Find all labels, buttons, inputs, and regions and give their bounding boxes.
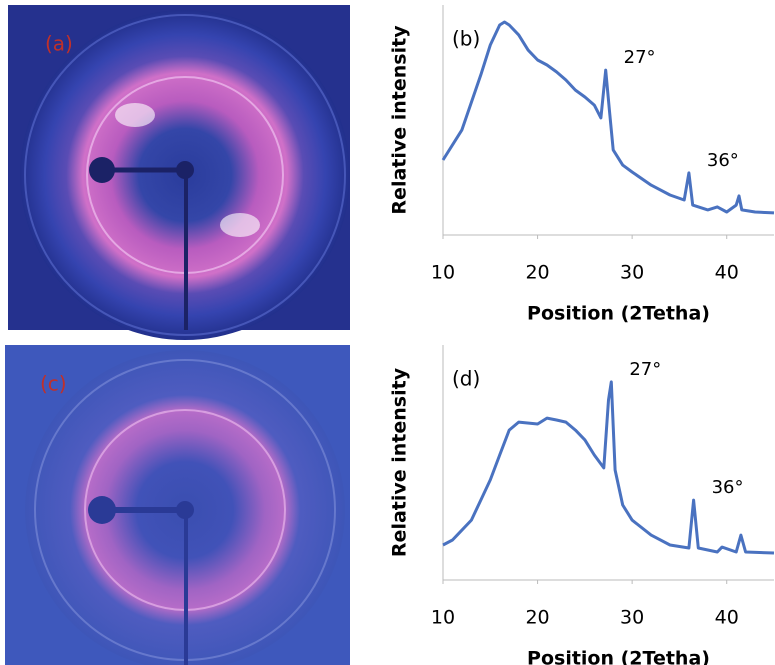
x-tick-label: 10 <box>431 607 455 629</box>
diffraction-image-a: (a) <box>8 5 350 340</box>
x-tick-label: 30 <box>620 262 644 284</box>
peak-annotation: 27° <box>624 47 656 68</box>
x-tick-label: 40 <box>715 262 739 284</box>
peak-annotation: 36° <box>712 477 744 498</box>
intensity-line <box>441 20 775 215</box>
y-axis-label: Relative intensity <box>389 25 411 215</box>
panel-label: (a) <box>45 32 73 56</box>
x-tick-label: 20 <box>525 607 549 629</box>
peak-annotation: 27° <box>629 359 661 380</box>
panel-label: (b) <box>452 27 480 51</box>
x-axis-label: Position (2Tetha) <box>527 303 710 325</box>
panel-label: (d) <box>452 367 480 391</box>
intensity-line <box>442 380 775 555</box>
x-tick-label: 30 <box>620 607 644 629</box>
x-tick-label: 40 <box>715 607 739 629</box>
x-axis-label: Position (2Tetha) <box>527 648 710 665</box>
panel-label: (c) <box>40 372 67 396</box>
diffraction-image-c: (c) <box>5 345 350 665</box>
x-tick-label: 20 <box>525 262 549 284</box>
y-axis-label: Relative intensity <box>389 367 411 557</box>
x-tick-label: 10 <box>431 262 455 284</box>
peak-annotation: 36° <box>707 150 739 171</box>
